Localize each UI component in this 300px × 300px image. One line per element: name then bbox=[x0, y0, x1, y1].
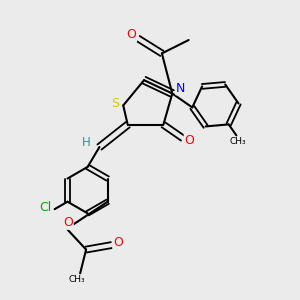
Text: H: H bbox=[82, 136, 91, 149]
Text: O: O bbox=[63, 216, 73, 229]
Text: O: O bbox=[184, 134, 194, 147]
Text: CH₃: CH₃ bbox=[69, 275, 85, 284]
Text: O: O bbox=[127, 28, 136, 41]
Text: O: O bbox=[113, 236, 123, 249]
Text: S: S bbox=[111, 98, 119, 110]
Text: N: N bbox=[176, 82, 185, 95]
Text: CH₃: CH₃ bbox=[230, 137, 246, 146]
Text: Cl: Cl bbox=[40, 201, 52, 214]
